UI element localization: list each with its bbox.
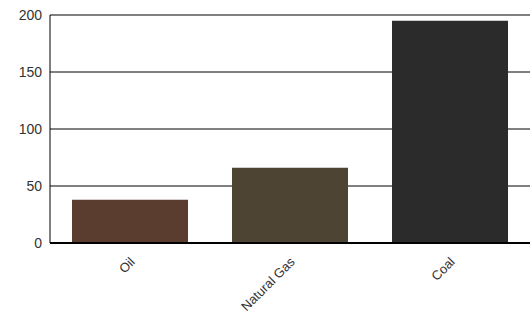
svg-text:0: 0 [34, 235, 42, 251]
svg-text:Natural Gas: Natural Gas [238, 254, 298, 314]
svg-text:50: 50 [26, 178, 42, 194]
svg-text:Oil: Oil [116, 254, 138, 276]
svg-text:200: 200 [19, 7, 43, 23]
svg-text:100: 100 [19, 121, 43, 137]
svg-text:150: 150 [19, 64, 43, 80]
svg-text:Coal: Coal [428, 254, 458, 284]
